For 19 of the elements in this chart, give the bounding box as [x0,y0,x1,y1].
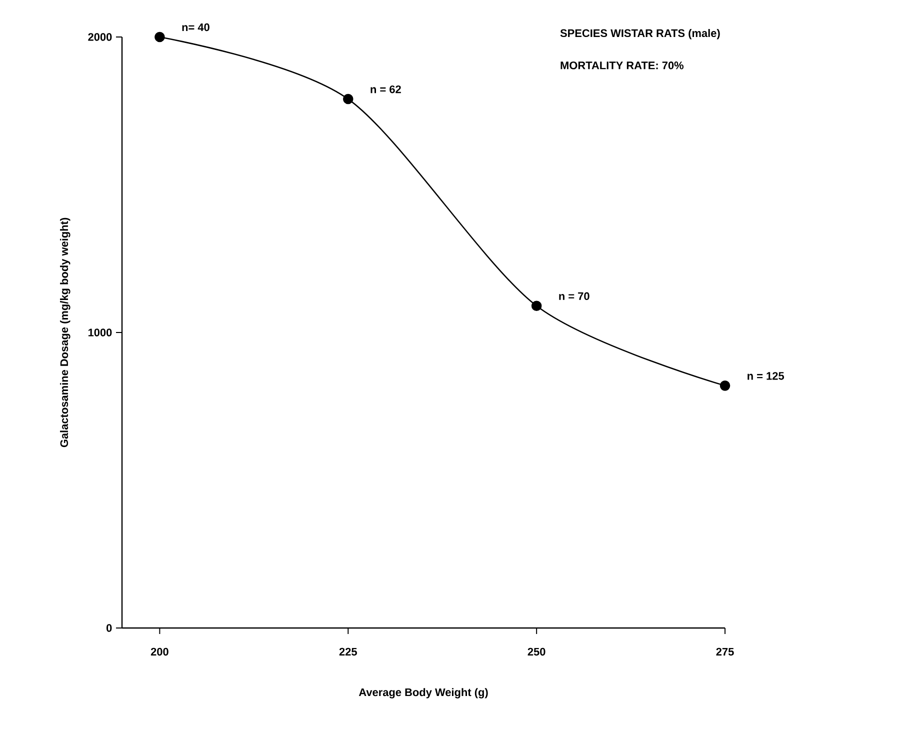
y-tick-label: 2000 [88,33,112,41]
point [531,300,542,312]
annotation: n= 40 [182,23,210,32]
annotation: SPECIES WISTAR RATS (male) [560,29,720,40]
annotation: n = 62 [370,85,401,94]
annotation: n = 125 [748,372,784,380]
x-tick-label: 275 [716,648,734,656]
point [154,32,165,42]
y-axis-title: Galactosamine Dosage (mg/kg body weight) [60,218,70,448]
y-tick-label: 0 [106,624,112,632]
point [342,94,354,104]
y-tick-label: 1000 [88,328,112,336]
x-tick-label: 225 [339,648,357,656]
x-axis-title: Average Body Weight (g) [358,688,488,698]
x-tick-label: 250 [528,648,546,656]
x-tick-label: 200 [150,648,168,656]
annotation: MORTALITY RATE: 70% [560,62,684,70]
point [720,380,730,391]
annotation: n = 70 [559,292,590,300]
